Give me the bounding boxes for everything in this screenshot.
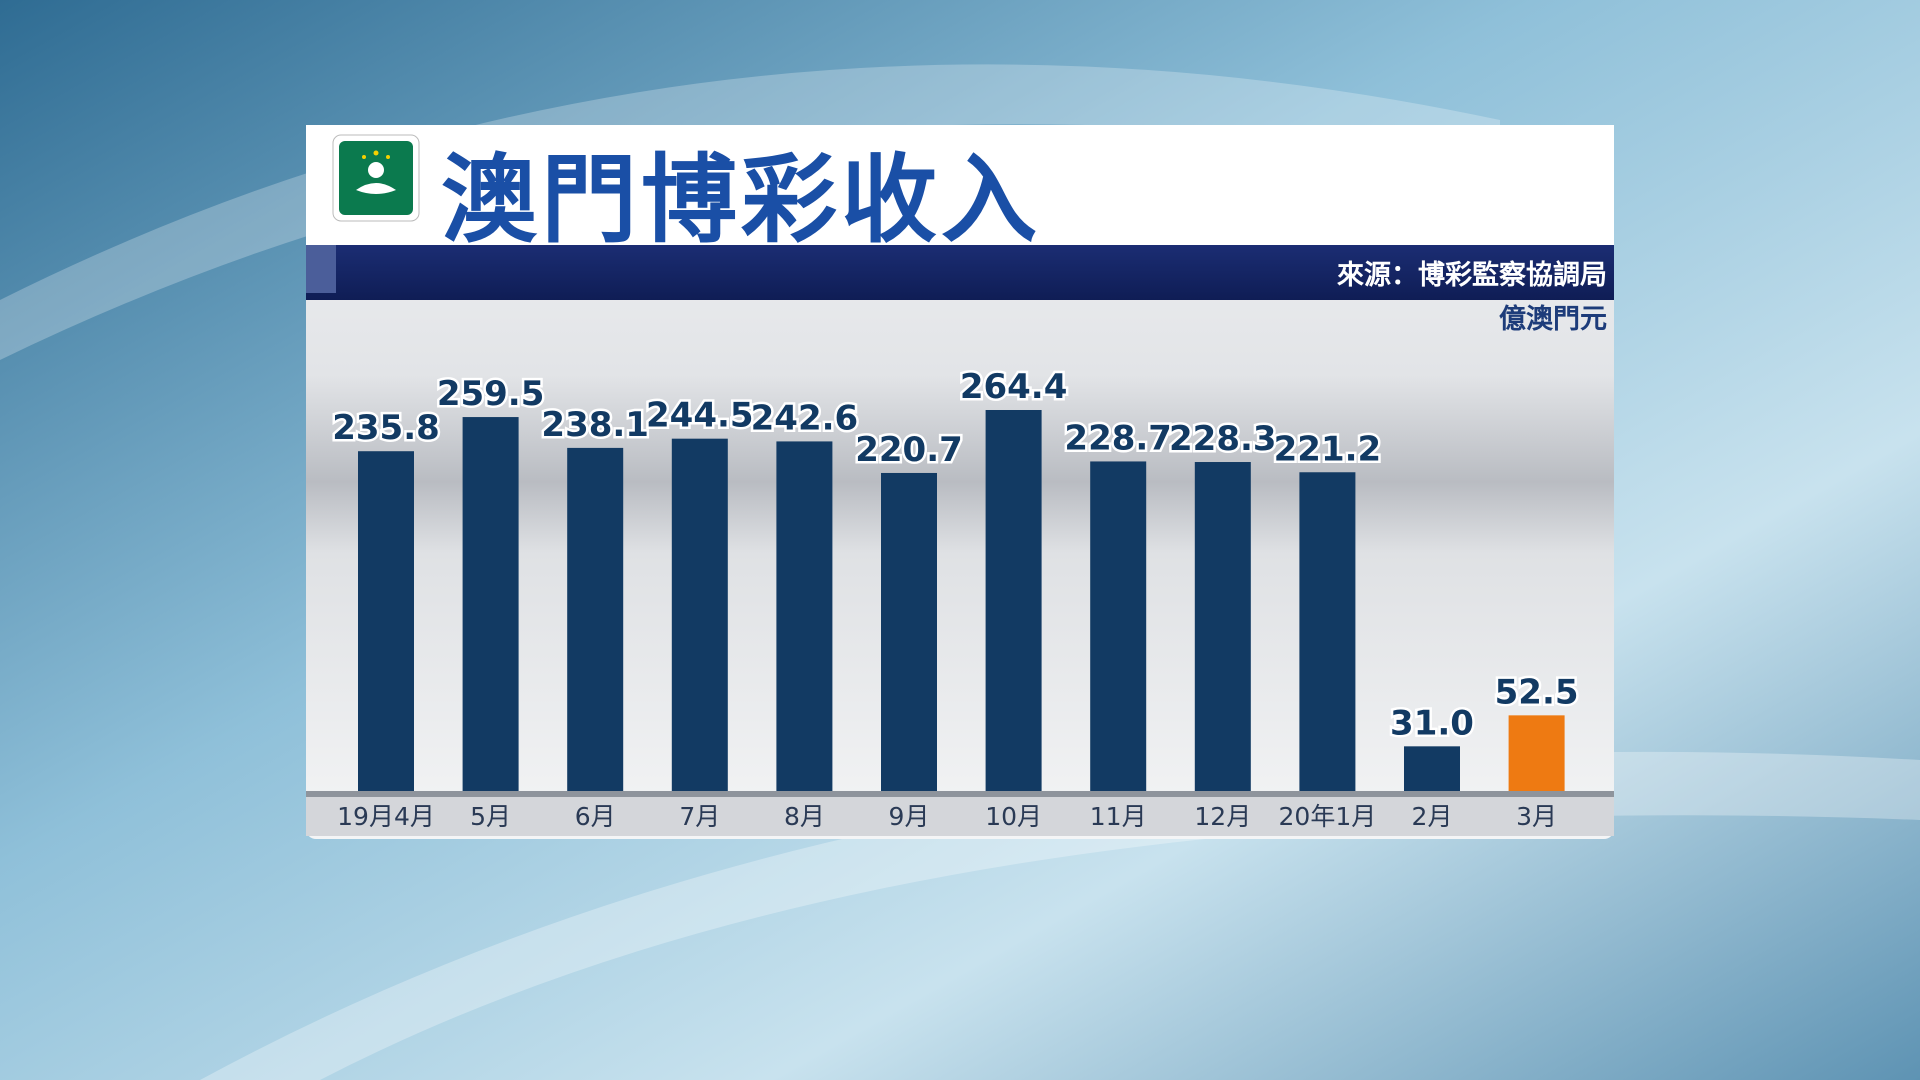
value-label: 238.1 <box>541 405 649 445</box>
value-label: 228.7 <box>1064 418 1172 458</box>
bar <box>358 451 414 791</box>
value-label: 244.5 <box>646 396 754 436</box>
flag <box>332 134 420 222</box>
value-label: 228.3 <box>1169 419 1277 459</box>
bar <box>1090 461 1147 791</box>
value-label: 259.5 <box>437 374 545 414</box>
source-band <box>306 245 1614 300</box>
x-tick-label: 19月4月 <box>337 802 435 831</box>
bar <box>1508 715 1565 791</box>
decor <box>0 64 1500 360</box>
chart-title: 澳門博彩收入 <box>441 144 1041 256</box>
value-label: 235.8 <box>332 408 440 448</box>
title-band <box>306 125 1614 245</box>
bar <box>1194 462 1251 791</box>
bar <box>985 410 1042 791</box>
x-tick-label: 12月 <box>1194 802 1251 831</box>
value-label: 242.6 <box>751 398 859 438</box>
bar <box>1299 472 1356 791</box>
value-label: 264.4 <box>960 367 1068 407</box>
x-tick-label: 20年1月 <box>1279 802 1377 831</box>
value-label: 31.0 <box>1390 703 1474 743</box>
bars: 235.8 19月4月 259.5 5月 238.1 6月 244.5 7月 242.6 8月 22… <box>330 365 1581 832</box>
unit-label: 億澳門元 <box>1499 304 1607 335</box>
bar <box>1404 746 1460 791</box>
x-tick-label: 5月 <box>470 802 511 831</box>
value-label: 52.5 <box>1495 672 1579 712</box>
x-tick-label: 8月 <box>784 802 825 831</box>
band-accent <box>306 245 336 293</box>
x-tick-label: 2月 <box>1412 802 1453 831</box>
x-tick-label: 6月 <box>575 802 616 831</box>
value-label: 221.2 <box>1274 429 1382 469</box>
baseline <box>306 791 1614 797</box>
bar <box>776 441 833 791</box>
category-strip <box>306 796 1614 836</box>
value-label: 220.7 <box>855 430 963 470</box>
bar <box>567 447 624 791</box>
bar <box>671 438 728 791</box>
x-tick-label: 9月 <box>889 802 930 831</box>
x-tick-label: 10月 <box>985 802 1042 831</box>
x-tick-label: 3月 <box>1516 802 1557 831</box>
bar <box>462 417 519 791</box>
source: 來源：博彩監察協調局 <box>1337 259 1607 291</box>
bar <box>881 472 937 791</box>
x-tick-label: 11月 <box>1090 802 1147 831</box>
x-tick-label: 7月 <box>679 802 720 831</box>
panel <box>306 125 1614 839</box>
